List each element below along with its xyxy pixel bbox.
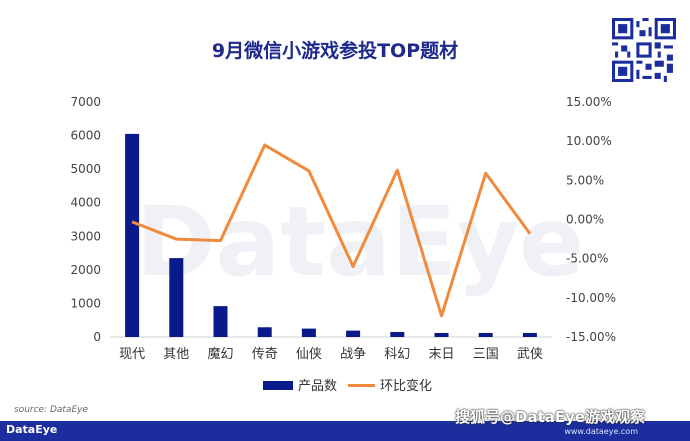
category-label: 武侠 bbox=[517, 347, 543, 362]
bar bbox=[301, 328, 316, 337]
right-tick-label: -10.00% bbox=[566, 291, 616, 305]
legend-label-line: 环比变化 bbox=[380, 378, 432, 394]
category-label: 传奇 bbox=[252, 346, 278, 362]
line-series bbox=[131, 143, 532, 318]
bar bbox=[169, 258, 184, 337]
category-label: 现代 bbox=[119, 347, 145, 362]
left-tick-label: 5000 bbox=[70, 162, 101, 176]
bar bbox=[213, 306, 228, 337]
bar bbox=[434, 332, 449, 337]
footer-url: www.dataeye.com bbox=[564, 427, 638, 436]
line-path bbox=[131, 143, 532, 318]
right-tick-label: 15.00% bbox=[566, 95, 612, 109]
left-tick-label: 3000 bbox=[70, 229, 101, 243]
legend-swatch-bar bbox=[263, 381, 293, 390]
left-tick-label: 2000 bbox=[70, 263, 101, 277]
chart-title: 9月微信小游戏参投TOP题材 bbox=[212, 39, 458, 62]
category-label: 其他 bbox=[163, 347, 189, 362]
qr-code-icon bbox=[612, 18, 676, 82]
left-tick-label: 4000 bbox=[70, 196, 101, 210]
bar bbox=[346, 330, 361, 337]
bar bbox=[390, 331, 405, 337]
legend-label-bar: 产品数 bbox=[298, 379, 337, 394]
left-tick-label: 1000 bbox=[70, 296, 101, 310]
platform-watermark: 搜狐号@DataEye游戏观察 bbox=[455, 408, 646, 426]
right-tick-label: 0.00% bbox=[566, 213, 604, 227]
bar bbox=[257, 327, 272, 337]
right-axis: -15.00% -10.00% -5.00% 0.00% 5.00% 10.00% 15.0… bbox=[566, 95, 616, 344]
left-tick-label: 7000 bbox=[70, 95, 101, 109]
category-labels: 现代 其他 魔幻 传奇 仙侠 战争 科幻 末日 三国 武侠 bbox=[119, 346, 543, 362]
source-note: source: DataEye bbox=[14, 405, 88, 415]
bar bbox=[522, 332, 537, 337]
category-label: 仙侠 bbox=[296, 347, 322, 362]
category-label: 战争 bbox=[340, 347, 366, 362]
left-tick-label: 0 bbox=[93, 330, 101, 344]
footer-logo: DataEye bbox=[6, 423, 58, 436]
category-label: 魔幻 bbox=[207, 347, 233, 362]
category-label: 科幻 bbox=[384, 347, 410, 362]
footer-bar bbox=[0, 421, 690, 441]
left-tick-label: 6000 bbox=[70, 129, 101, 143]
bar-series bbox=[125, 133, 537, 337]
right-tick-label: -15.00% bbox=[566, 330, 616, 344]
right-tick-label: 10.00% bbox=[566, 134, 612, 148]
legend: 产品数 环比变化 bbox=[263, 378, 432, 394]
category-label: 三国 bbox=[473, 347, 499, 362]
right-tick-label: -5.00% bbox=[566, 252, 608, 266]
right-tick-label: 5.00% bbox=[566, 173, 604, 187]
watermark: DataEye bbox=[136, 186, 584, 298]
left-axis: 0 1000 2000 3000 4000 5000 6000 7000 bbox=[70, 95, 101, 344]
bar bbox=[125, 133, 140, 337]
bar bbox=[478, 332, 493, 337]
category-label: 末日 bbox=[428, 347, 454, 362]
